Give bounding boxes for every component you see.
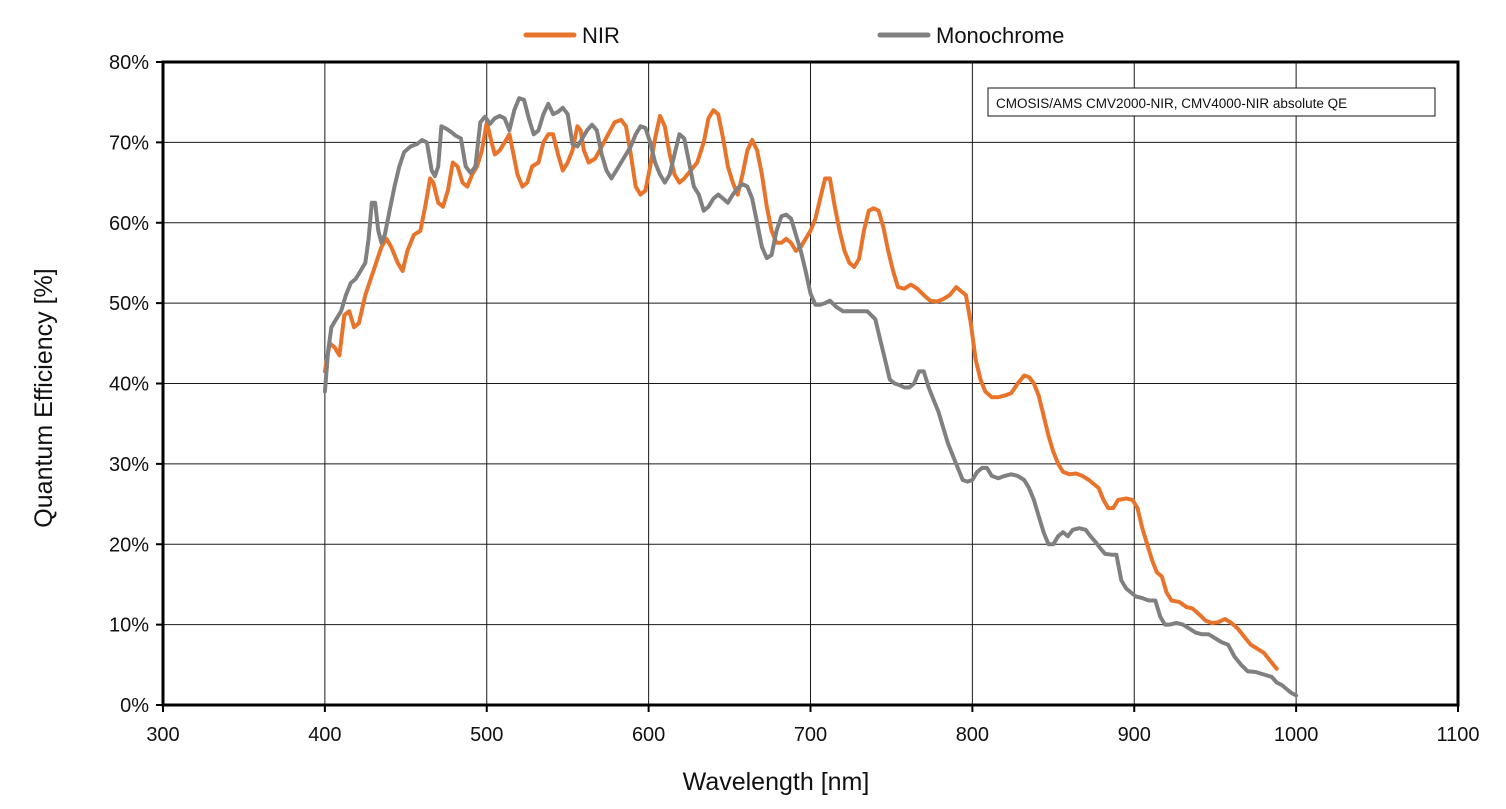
x-tick-label-1000: 1000 xyxy=(1274,724,1319,746)
y-tick-label-40: 40% xyxy=(109,374,149,396)
legend: NIR Monochrome xyxy=(523,23,1064,48)
annotation-text: CMOSIS/AMS CMV2000-NIR, CMV4000-NIR abso… xyxy=(996,96,1347,111)
y-tick-label-30: 30% xyxy=(109,454,149,476)
annotation-box: CMOSIS/AMS CMV2000-NIR, CMV4000-NIR abso… xyxy=(987,87,1436,117)
x-tick-label-1100: 1100 xyxy=(1436,724,1479,746)
y-tick-label-20: 20% xyxy=(109,534,149,556)
series-line-nir xyxy=(322,108,1279,671)
x-axis-label: Wavelength [nm] xyxy=(683,768,870,796)
y-axis-label: Quantum Efficiency [%] xyxy=(30,268,58,527)
x-tick-label-600: 600 xyxy=(632,724,665,746)
y-tick-label-10: 10% xyxy=(109,615,149,637)
series-line-monochrome xyxy=(322,96,1299,698)
y-tick-label-70: 70% xyxy=(109,132,149,154)
x-tick-label-900: 900 xyxy=(1118,724,1151,746)
legend-label-monochrome: Monochrome xyxy=(936,23,1064,48)
gridlines xyxy=(163,62,1458,705)
y-tick-label-0: 0% xyxy=(120,695,149,717)
x-tick-label-700: 700 xyxy=(794,724,827,746)
y-tick-label-60: 60% xyxy=(109,213,149,235)
x-tick-label-300: 300 xyxy=(146,724,179,746)
annotation-border xyxy=(987,87,1436,117)
y-tick-label-50: 50% xyxy=(109,293,149,315)
series-layer xyxy=(322,96,1299,698)
axis-ticks: 0% 10% 20% 30% 40% 50% 60% 70% 80% 300 400 500 600 70… xyxy=(109,52,1480,746)
x-tick-label-500: 500 xyxy=(470,724,503,746)
x-tick-label-400: 400 xyxy=(308,724,341,746)
legend-label-nir: NIR xyxy=(582,23,620,48)
y-tick-label-80: 80% xyxy=(109,52,149,74)
x-tick-label-800: 800 xyxy=(956,724,989,746)
